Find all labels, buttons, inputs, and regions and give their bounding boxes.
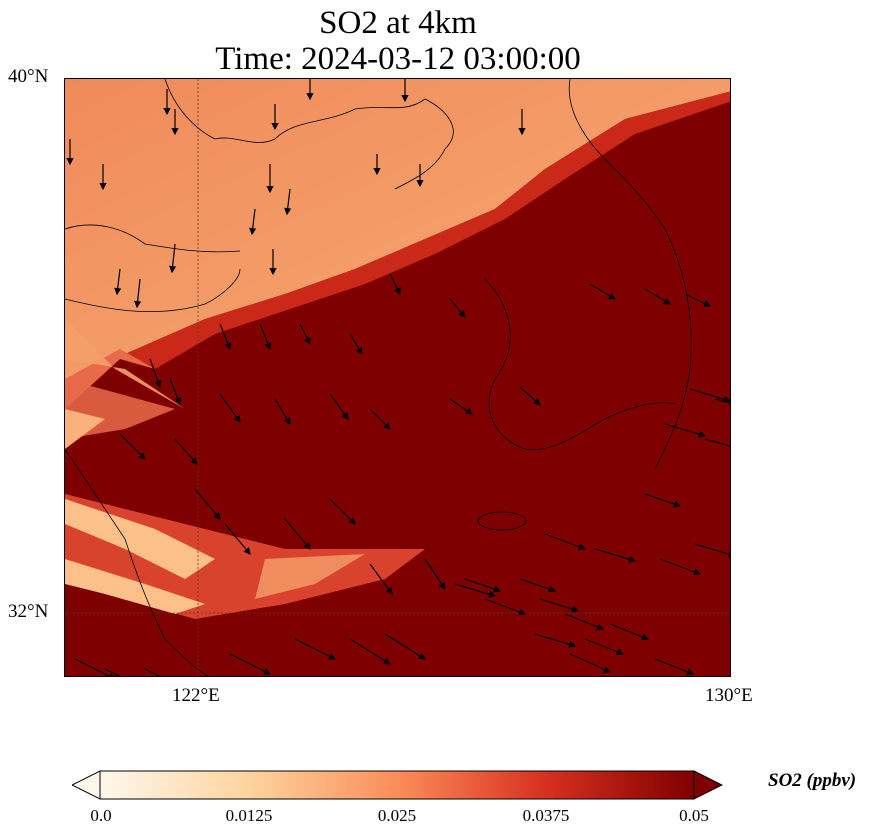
wind-vector-arrow: [329, 393, 349, 420]
graticule: [65, 79, 730, 676]
colorbar-gradient: [99, 770, 695, 800]
wind-vector-arrow: [519, 386, 541, 406]
wind-vector-arrow: [274, 398, 291, 426]
wind-vector-arrow: [224, 523, 251, 555]
wind-vector-arrow: [594, 548, 637, 563]
wind-vector-arrow: [589, 283, 617, 300]
so2-map: [64, 78, 731, 677]
wind-vector-arrow: [449, 298, 466, 318]
wind-vector-arrow: [424, 558, 446, 590]
wind-vector-arrow: [644, 493, 682, 508]
wind-vector-arrow: [194, 488, 221, 520]
wind-vector-arrow: [464, 578, 502, 593]
wind-vector-arrow: [74, 658, 117, 676]
wind-vector-arrow: [544, 533, 587, 551]
wind-vector-arrow: [349, 638, 392, 665]
wind-vector-arrow: [714, 398, 730, 404]
colorbar-extend-low: [70, 770, 101, 800]
so2-field-svg: [65, 79, 730, 676]
wind-vector-arrow: [584, 638, 625, 656]
wind-vector-arrow: [284, 188, 292, 216]
wind-vector-arrow: [449, 398, 473, 415]
map-title-line-2: Time: 2024-03-12 03:00:00: [215, 41, 581, 77]
wind-vector-arrow: [389, 273, 401, 296]
wind-vector-arrow: [284, 518, 311, 550]
wind-vector-arrow: [664, 423, 707, 438]
colorbar-label: SO2 (ppbv): [768, 770, 857, 791]
wind-vector-arrow: [369, 563, 393, 595]
wind-vector-arrow: [299, 323, 311, 346]
lon-label-122e: 122°E: [172, 685, 220, 706]
colorbar-tick-4: 0.05: [679, 806, 709, 825]
wind-vector-arrow: [104, 668, 121, 676]
wind-vector-arrow: [654, 658, 695, 676]
colorbar-tick-3: 0.0375: [522, 806, 570, 825]
wind-vector-arrow: [454, 583, 497, 598]
colorbar-extend-high: [693, 770, 724, 800]
wind-vector-arrow: [519, 578, 557, 593]
wind-vector-arrow: [694, 543, 730, 558]
wind-vector-arrow: [229, 653, 272, 675]
wind-vector-arrow: [569, 653, 612, 673]
wind-vector-arrow: [259, 323, 272, 351]
coastlines: [65, 79, 692, 676]
wind-vector-arrow: [609, 623, 650, 641]
lat-label-40n: 40°N: [8, 66, 49, 87]
wind-vector-arrow: [704, 438, 730, 447]
lon-label-130e: 130°E: [705, 685, 753, 706]
wind-vector-arrow: [349, 333, 363, 356]
wind-vector-arrow: [174, 438, 198, 465]
wind-vector-arrow: [169, 243, 177, 274]
wind-vector-arrow: [539, 598, 580, 613]
wind-vector-arrow: [249, 208, 257, 236]
map-title-line-1: SO2 at 4km: [319, 5, 477, 41]
colorbar-tick-0: 0.0: [90, 806, 112, 825]
wind-vector-arrow: [114, 268, 122, 296]
wind-vector-arrow: [644, 288, 672, 305]
wind-vector-arrow: [149, 358, 162, 389]
colorbar-tick-1: 0.0125: [225, 806, 273, 825]
colorbar: [70, 770, 724, 800]
wind-vector-arrow: [564, 613, 605, 631]
wind-vector-arrow: [169, 378, 182, 406]
wind-vector-arrow: [219, 323, 232, 351]
plume-edge: [65, 349, 155, 409]
wind-vector-arrow: [329, 498, 356, 525]
south-plume-light-1: [65, 499, 215, 579]
wind-vector-arrow: [219, 393, 241, 423]
wind-vector-arrow: [384, 633, 427, 660]
south-plume-light-2: [65, 559, 205, 614]
wind-vector-arrow: [484, 598, 527, 616]
transition-band-north: [65, 91, 730, 409]
wind-vector-arrow: [294, 638, 337, 660]
wind-vector-arrow: [534, 633, 577, 648]
west-plume-tip: [65, 409, 105, 449]
moderate-concentration-region: [65, 79, 730, 389]
wind-vector-arrow: [659, 558, 702, 576]
wind-vector-arrow: [369, 408, 391, 430]
wind-vector-arrow: [684, 293, 712, 307]
wind-vector-arrow: [119, 433, 146, 460]
wind-vector-arrow: [689, 388, 730, 403]
colorbar-tick-2: 0.025: [377, 806, 417, 825]
wind-vectors: [66, 79, 730, 676]
south-plume-light-3: [255, 554, 365, 599]
wind-vector-arrow: [134, 278, 142, 309]
lat-label-32n: 32°N: [8, 601, 49, 622]
wind-vector-arrow: [144, 668, 161, 676]
